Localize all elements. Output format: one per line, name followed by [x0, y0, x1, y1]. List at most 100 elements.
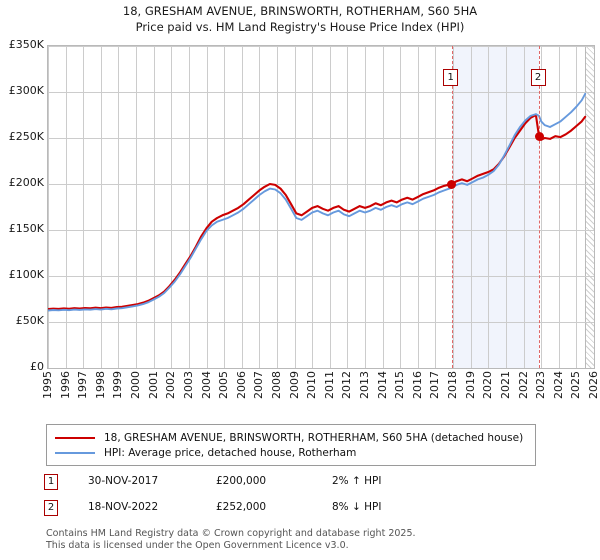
- x-axis-tick-label: 2019: [463, 371, 477, 399]
- gridline-horizontal: [48, 138, 594, 139]
- gridline-vertical: [101, 46, 102, 368]
- gridline-vertical: [207, 46, 208, 368]
- gridline-vertical: [259, 46, 260, 368]
- gridline-vertical: [383, 46, 384, 368]
- page-title-line1: 18, GRESHAM AVENUE, BRINSWORTH, ROTHERHA…: [122, 4, 478, 18]
- x-axis-tick-label: 2020: [481, 371, 495, 399]
- callout-box-2[interactable]: 2: [530, 69, 546, 86]
- x-axis-tick-label: 2024: [551, 371, 565, 399]
- gridline-vertical: [559, 46, 560, 368]
- legend-label-hpi: HPI: Average price, detached house, Roth…: [104, 446, 357, 459]
- gridline-horizontal: [48, 92, 594, 93]
- transaction-date: 30-NOV-2017: [88, 475, 159, 487]
- gridline-vertical: [118, 46, 119, 368]
- transaction-price: £252,000: [216, 501, 267, 513]
- chart-series-lines: [48, 92, 587, 312]
- x-axis-tick-label: 1998: [93, 371, 107, 399]
- gridline-vertical: [83, 46, 84, 368]
- footer-line1: Contains HM Land Registry data © Crown c…: [46, 528, 416, 539]
- gridline-vertical: [453, 46, 454, 368]
- gridline-vertical: [400, 46, 401, 368]
- chart-legend: 18, GRESHAM AVENUE, BRINSWORTH, ROTHERHA…: [46, 424, 536, 466]
- x-axis-labels: 1995 1996 1997 1998 1999 2000 2001 2002 2003 2004…: [41, 371, 600, 411]
- y-axis-tick-label: £250K: [8, 130, 44, 143]
- legend-item-price-paid: 18, GRESHAM AVENUE, BRINSWORTH, ROTHERHA…: [55, 430, 527, 445]
- table-row: 1 30-NOV-2017 £200,000 2% ↑ HPI: [44, 474, 464, 500]
- x-axis-tick-label: 2003: [181, 371, 195, 399]
- footer-line2: This data is licensed under the Open Gov…: [46, 539, 349, 551]
- x-axis-tick-label: 1996: [58, 371, 72, 399]
- x-axis-tick-label: 2016: [410, 371, 424, 399]
- transaction-price: £200,000: [216, 475, 267, 487]
- gridline-vertical: [189, 46, 190, 368]
- transaction-index-badge: 2: [44, 500, 58, 516]
- transaction-index-badge: 1: [44, 474, 58, 490]
- y-axis-tick-label: £200K: [8, 176, 44, 189]
- x-axis-tick-label: 2018: [446, 371, 460, 399]
- x-axis-tick-label: 2005: [217, 371, 231, 399]
- x-axis-tick-label: 2025: [569, 371, 583, 399]
- gridline-horizontal: [48, 322, 594, 323]
- gridline-vertical: [295, 46, 296, 368]
- x-axis-tick-label: 2017: [428, 371, 442, 399]
- gridline-vertical: [154, 46, 155, 368]
- x-axis-tick-label: 2001: [146, 371, 160, 399]
- gridline-vertical: [594, 46, 595, 368]
- annotation-vline-2: [539, 46, 541, 368]
- x-axis-tick-label: 1997: [76, 371, 90, 399]
- x-axis-tick-label: 2008: [269, 371, 283, 399]
- gridline-vertical: [576, 46, 577, 368]
- y-axis-tick-label: £100K: [8, 268, 44, 281]
- y-axis-tick-label: £0: [30, 360, 44, 373]
- gridline-horizontal: [48, 276, 594, 277]
- gridline-vertical: [136, 46, 137, 368]
- x-axis-tick-label: 1999: [111, 371, 125, 399]
- transaction-marker-2[interactable]: [534, 131, 544, 141]
- transaction-date: 18-NOV-2022: [88, 501, 159, 513]
- gridline-vertical: [506, 46, 507, 368]
- transaction-hpi-delta: 2% ↑ HPI: [332, 475, 382, 487]
- x-axis-tick-label: 2011: [322, 371, 336, 399]
- transactions-table: 1 30-NOV-2017 £200,000 2% ↑ HPI 2 18-NOV…: [44, 474, 464, 526]
- gridline-vertical: [277, 46, 278, 368]
- gridline-vertical: [524, 46, 525, 368]
- chart-plot-area: [47, 45, 595, 369]
- gridline-vertical: [66, 46, 67, 368]
- transaction-hpi-delta: 8% ↓ HPI: [332, 501, 382, 513]
- y-axis-tick-label: £350K: [8, 38, 44, 51]
- series-line-price-paid: [48, 113, 587, 311]
- gridline-vertical: [488, 46, 489, 368]
- y-axis-labels: £0 £50K £100K £150K £200K £250K £300K £350K: [0, 38, 47, 373]
- gridline-vertical: [330, 46, 331, 368]
- attribution-footer: Contains HM Land Registry data © Crown c…: [46, 528, 586, 551]
- gridline-vertical: [471, 46, 472, 368]
- gridline-vertical: [48, 46, 49, 368]
- x-axis-tick-label: 2022: [516, 371, 530, 399]
- future-projection-band: [585, 46, 594, 368]
- x-axis-tick-label: 1995: [41, 371, 54, 399]
- gridline-vertical: [242, 46, 243, 368]
- transaction-marker-1[interactable]: [447, 179, 457, 189]
- legend-label-price-paid: 18, GRESHAM AVENUE, BRINSWORTH, ROTHERHA…: [104, 431, 524, 444]
- gridline-horizontal: [48, 230, 594, 231]
- x-axis-tick-label: 2007: [252, 371, 266, 399]
- x-axis-tick-label: 2021: [498, 371, 512, 399]
- x-axis-tick-label: 2004: [199, 371, 213, 399]
- x-axis-tick-label: 2023: [534, 371, 548, 399]
- x-axis-tick-label: 2002: [164, 371, 178, 399]
- gridline-vertical: [541, 46, 542, 368]
- legend-swatch-hpi: [55, 451, 95, 454]
- x-axis-tick-label: 2015: [393, 371, 407, 399]
- x-axis-tick-label: 2000: [129, 371, 143, 399]
- legend-swatch-price-paid: [55, 436, 95, 439]
- page-title: 18, GRESHAM AVENUE, BRINSWORTH, ROTHERHA…: [0, 3, 600, 35]
- legend-item-hpi: HPI: Average price, detached house, Roth…: [55, 445, 527, 460]
- x-axis-tick-label: 2026: [587, 371, 600, 399]
- annotation-vline-1: [451, 46, 453, 368]
- x-axis-tick-label: 2013: [358, 371, 372, 399]
- gridline-horizontal: [48, 184, 594, 185]
- y-axis-tick-label: £150K: [8, 222, 44, 235]
- callout-box-1[interactable]: 1: [443, 69, 459, 86]
- gridline-vertical: [418, 46, 419, 368]
